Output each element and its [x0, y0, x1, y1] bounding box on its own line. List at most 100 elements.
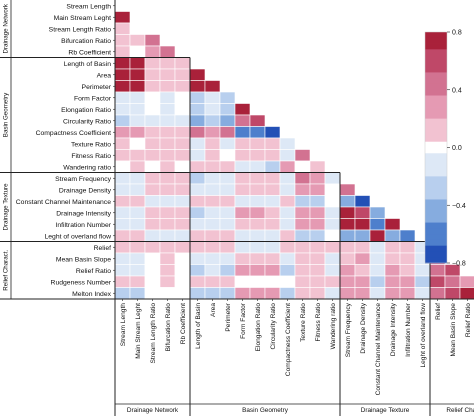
heatmap-cell [234, 137, 251, 150]
row-label: Leght of overland flow [44, 233, 111, 240]
colorbar-segment [425, 89, 447, 96]
heatmap-cell [129, 229, 146, 242]
row-label: Stream Length [66, 3, 111, 10]
colorbar-segment [425, 49, 447, 56]
heatmap-cell [114, 137, 131, 150]
heatmap-cells [114, 11, 474, 300]
heatmap-cell [294, 149, 311, 162]
heatmap-cell [204, 275, 221, 288]
heatmap-cell [339, 241, 356, 254]
heatmap-cell [129, 34, 146, 47]
heatmap-cell [399, 241, 416, 254]
heatmap-cell [159, 80, 176, 93]
column-label: Mean Basin Slope [450, 303, 457, 357]
heatmap-cell [204, 206, 221, 219]
colorbar-segment [425, 141, 447, 148]
heatmap-cell [234, 218, 251, 231]
heatmap-cell [369, 229, 386, 242]
row-label: Wandering ratio [63, 164, 111, 171]
heatmap-cell [129, 45, 146, 58]
heatmap-cell [174, 114, 191, 127]
heatmap-cell [219, 229, 236, 242]
heatmap-cell [129, 275, 146, 288]
colorbar-segment [425, 95, 447, 102]
heatmap-cell [174, 91, 191, 104]
heatmap-cell [129, 80, 146, 93]
column-labels: Stream Length Main Stream Leght Stream Len… [120, 302, 472, 395]
heatmap-cell [279, 241, 296, 254]
heatmap-cell [429, 264, 446, 277]
colorbar-segment [425, 239, 447, 247]
heatmap-cell [264, 241, 281, 254]
column-label: Wandering ratio [330, 303, 337, 350]
heatmap-cell [279, 275, 296, 288]
heatmap-cell [144, 149, 161, 162]
heatmap-cell [144, 264, 161, 277]
colorbar-segment [425, 43, 447, 50]
heatmap-cell [264, 264, 281, 277]
heatmap-cell [159, 195, 176, 208]
row-label: Rudgeness Number [51, 279, 112, 286]
column-label: Relief Ratio [465, 303, 472, 337]
colorbar-segment [425, 245, 447, 252]
heatmap-cell [144, 229, 161, 242]
heatmap-cell [144, 91, 161, 104]
heatmap-cell [144, 68, 161, 81]
column-label: Stream Length Ratio [150, 303, 157, 364]
heatmap-cell [309, 206, 326, 219]
heatmap-cell [234, 252, 251, 265]
heatmap-cell [234, 206, 251, 219]
heatmap-cell [174, 252, 191, 265]
colorbar-segment [425, 124, 447, 131]
heatmap-cell [354, 195, 371, 208]
heatmap-cell [144, 34, 161, 47]
heatmap-cell [279, 229, 296, 242]
heatmap-cell [174, 103, 191, 116]
heatmap-cell [309, 264, 326, 277]
heatmap-cell [414, 264, 431, 277]
colorbar-segment [425, 159, 447, 166]
heatmap-cell [114, 103, 131, 116]
column-group-label: Drainage Texture [361, 407, 410, 414]
heatmap-cell [114, 183, 131, 196]
heatmap-cell [339, 218, 356, 231]
heatmap-cell [189, 218, 206, 231]
heatmap-cell [159, 160, 176, 173]
heatmap-cell [114, 34, 131, 47]
heatmap-cell [159, 206, 176, 219]
colorbar-segment [425, 193, 447, 200]
heatmap-cell [279, 287, 296, 300]
heatmap-cell [114, 287, 131, 300]
heatmap-cell [234, 160, 251, 173]
row-label: Perimeter [82, 84, 112, 91]
column-label: Drainage Density [360, 302, 367, 353]
heatmap-cell [324, 195, 341, 208]
heatmap-cell [309, 275, 326, 288]
heatmap-cell [144, 206, 161, 219]
column-label: Stream Frequency [345, 302, 352, 357]
heatmap-cell [399, 264, 416, 277]
heatmap-cell [324, 218, 341, 231]
heatmap-cell [294, 252, 311, 265]
heatmap-cell [234, 126, 251, 139]
colorbar-segment [425, 222, 447, 229]
row-group-label: Basin Geometry [3, 92, 10, 137]
heatmap-cell [309, 252, 326, 265]
colorbar-segment [425, 164, 447, 171]
colorbar-segment [425, 182, 447, 189]
heatmap-cell [249, 160, 266, 173]
heatmap-cell [339, 275, 356, 288]
heatmap-cell [309, 195, 326, 208]
heatmap-cell [384, 275, 401, 288]
heatmap-cell [399, 252, 416, 265]
heatmap-cell [189, 160, 206, 173]
heatmap-cell [264, 275, 281, 288]
heatmap-cell [279, 195, 296, 208]
heatmap-cell [174, 264, 191, 277]
heatmap-cell [264, 287, 281, 300]
heatmap-cell [309, 229, 326, 242]
column-label: Drainage Intensity [390, 302, 397, 356]
heatmap-cell [129, 218, 146, 231]
heatmap-cell [339, 229, 356, 242]
heatmap-cell [144, 183, 161, 196]
